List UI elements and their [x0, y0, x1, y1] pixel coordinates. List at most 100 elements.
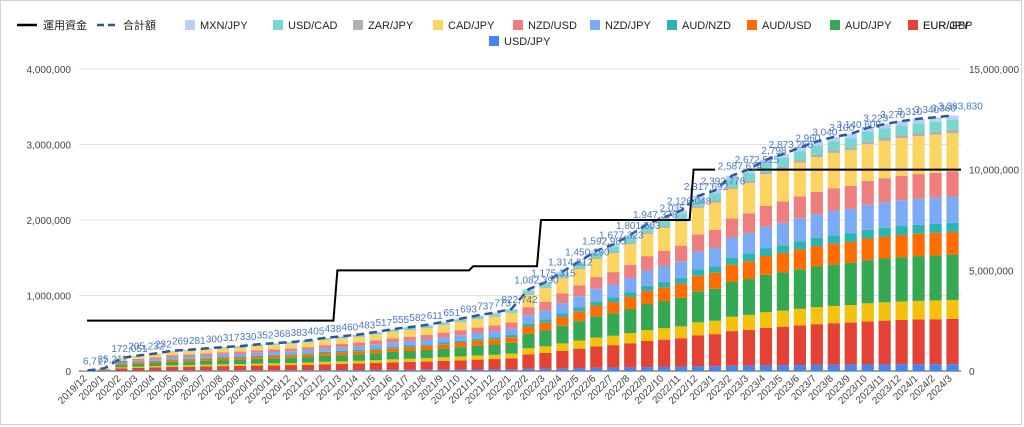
bar-segment: [200, 370, 213, 371]
bar-segment: [929, 319, 942, 365]
bar-segment: [776, 168, 790, 202]
bar-segment: [895, 319, 908, 365]
bar-segment: [691, 234, 705, 252]
bar-segment: [234, 351, 247, 354]
bar-segment: [573, 340, 586, 349]
bar-segment: [725, 237, 739, 258]
total-data-label: 651: [443, 308, 460, 319]
bars: [81, 115, 959, 371]
bar-segment: [590, 346, 603, 368]
bar-segment: [352, 363, 365, 371]
bar-segment: [844, 364, 857, 371]
bar-segment: [675, 283, 688, 298]
bar-segment: [912, 118, 925, 124]
bar-segment: [352, 342, 365, 347]
total-data-label: 232: [155, 339, 172, 350]
bar-segment: [166, 352, 179, 356]
bar-segment: [946, 222, 959, 232]
bar-segment: [675, 366, 688, 371]
bar-segment: [624, 244, 637, 265]
bar-segment: [505, 309, 518, 313]
bar-segment: [437, 321, 450, 323]
bar-segment: [691, 199, 705, 206]
bar-segment: [861, 260, 874, 304]
bar-segment: [166, 365, 179, 367]
bar-segment: [335, 355, 349, 362]
bar-segment: [641, 290, 654, 305]
bar-segment: [641, 367, 654, 371]
legend-item: USD/CAD: [273, 20, 338, 32]
bar-segment: [267, 352, 281, 355]
bar-segment: [166, 351, 179, 352]
bar-segment: [267, 349, 281, 353]
bar-segment: [590, 257, 603, 259]
bar-segment: [861, 131, 874, 142]
bar-segment: [793, 162, 806, 197]
bar-segment: [454, 342, 467, 348]
bar-segment: [912, 364, 925, 371]
bar-segment: [742, 253, 756, 262]
bar-segment: [895, 125, 908, 136]
bar-segment: [624, 234, 637, 238]
bar-segment: [624, 343, 637, 368]
bar-segment: [335, 350, 349, 353]
bar-segment: [742, 213, 756, 234]
legend-item: EUR/JPY: [908, 20, 970, 32]
bar-segment: [267, 343, 281, 345]
total-data-label: 269: [172, 337, 189, 348]
bar-segment: [284, 342, 298, 344]
bar-segment: [691, 251, 705, 270]
total-data-label: 611: [427, 311, 443, 322]
bar-segment: [217, 370, 230, 371]
bar-segment: [149, 360, 162, 362]
bar-segment: [658, 366, 671, 371]
bar-segment: [895, 364, 908, 371]
bar-segment: [352, 349, 365, 352]
bar-segment: [301, 354, 315, 358]
bar-segment: [420, 358, 433, 362]
bar-segment: [929, 197, 942, 224]
bar-segment: [386, 369, 399, 371]
bar-segment: [895, 301, 908, 320]
bar-segment: [641, 340, 654, 368]
bar-segment: [284, 362, 298, 366]
bar-segment: [776, 201, 790, 223]
bar-segment: [624, 333, 637, 344]
bar-segment: [335, 370, 349, 371]
bar-segment: [505, 322, 518, 329]
legend-swatch: [489, 36, 499, 46]
total-data-label: 3,340: [914, 105, 939, 116]
bar-segment: [793, 218, 806, 242]
bar-segment: [420, 334, 433, 340]
total-data-label: 737: [477, 301, 494, 312]
legend-item: AUD/USD: [747, 20, 812, 32]
bar-segment: [301, 353, 315, 355]
bar-segment: [132, 366, 145, 368]
bar-segment: [658, 217, 671, 221]
bar-segment: [895, 226, 908, 235]
bar-segment: [200, 358, 213, 361]
bar-segment: [590, 288, 603, 302]
bar-segment: [641, 330, 654, 341]
bar-segment: [318, 348, 332, 352]
bar-segment: [369, 332, 382, 335]
bar-segment: [708, 334, 722, 367]
bar-segment: [234, 353, 247, 357]
bar-segment: [776, 166, 790, 169]
bar-segment: [725, 186, 739, 189]
bar-segment: [675, 245, 688, 262]
bar-segment: [488, 354, 501, 360]
bar-segment: [759, 327, 773, 366]
bar-segment: [335, 363, 349, 371]
bar-segment: [420, 349, 433, 359]
total-data-label: 2,392,776: [701, 176, 746, 187]
bar-segment: [861, 180, 874, 205]
total-data-label: 3,040: [812, 127, 837, 138]
bar-segment: [861, 144, 874, 181]
bar-segment: [386, 338, 399, 343]
bar-segment: [759, 171, 773, 175]
bar-segment: [471, 340, 484, 346]
bar-segment: [386, 346, 399, 349]
bar-segment: [505, 358, 518, 370]
bar-segment: [522, 323, 535, 327]
